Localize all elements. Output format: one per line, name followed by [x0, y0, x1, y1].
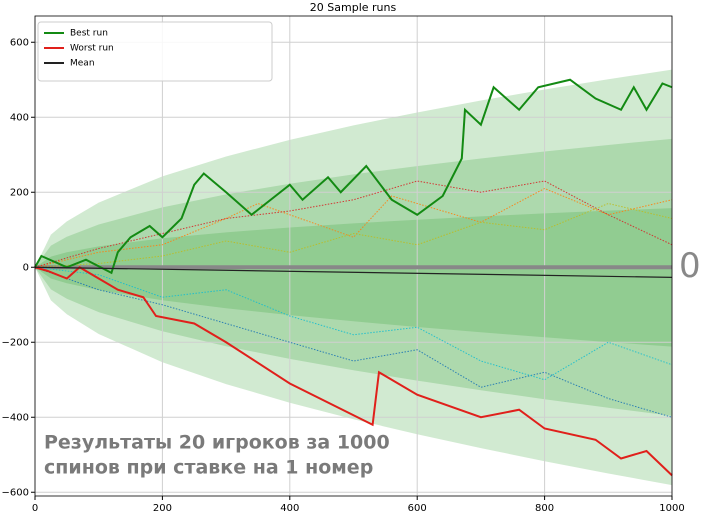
legend-label: Worst run: [70, 44, 114, 54]
run-line: [34, 266, 673, 278]
legend-label: Best run: [70, 29, 108, 39]
y-tick-label: 600: [10, 37, 29, 48]
plot-frame: [34, 15, 673, 497]
sample-run: [34, 266, 673, 381]
x-tick-label: 0: [32, 503, 38, 514]
y-tick-label: 200: [10, 187, 29, 198]
sample-run: [34, 266, 673, 418]
reference-label: 0: [679, 246, 701, 286]
run-line: [34, 78, 673, 275]
x-tick-label: 600: [408, 503, 427, 514]
x-tick-label: 400: [280, 503, 299, 514]
legend-label: Mean: [70, 59, 95, 69]
sigma-band: [35, 69, 672, 486]
sample-run: [34, 202, 673, 268]
y-tick-label: −400: [2, 412, 29, 423]
legend-box: [37, 21, 273, 82]
annotation: спинов при ставке на 1 номер: [44, 457, 373, 479]
sample-run: [34, 187, 673, 268]
x-tick-label: 200: [153, 503, 172, 514]
run-line: [34, 266, 673, 477]
x-tick-label: 800: [535, 503, 554, 514]
chart-title: 20 Sample runs: [310, 1, 397, 14]
y-tick-label: −200: [2, 337, 29, 348]
sigma-band: [35, 208, 672, 347]
sigma-band: [35, 138, 672, 416]
x-tick-label: 1000: [659, 503, 684, 514]
y-tick-label: −600: [2, 487, 29, 498]
y-tick-label: 400: [10, 112, 29, 123]
legend: Best run Worst run Mean: [37, 21, 273, 82]
y-tick-label: 0: [23, 262, 29, 273]
annotation: Результаты 20 игроков за 1000: [44, 432, 390, 454]
